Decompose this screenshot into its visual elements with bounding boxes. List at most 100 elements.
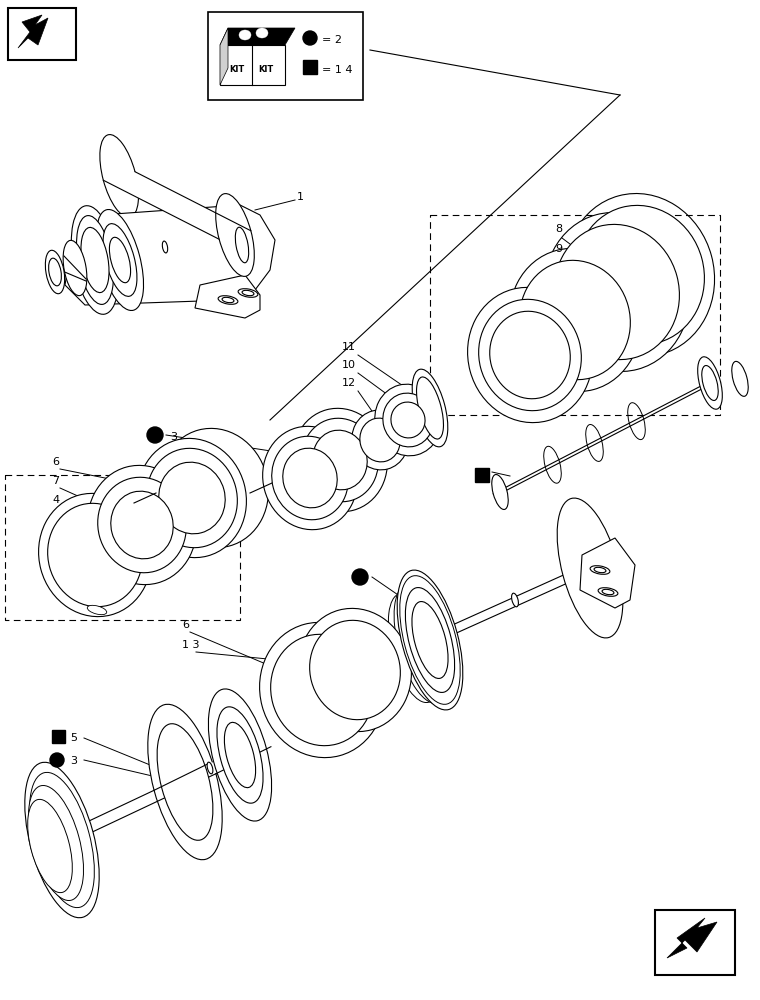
- Ellipse shape: [397, 570, 463, 710]
- Polygon shape: [220, 45, 285, 85]
- Polygon shape: [220, 28, 228, 85]
- Ellipse shape: [359, 418, 401, 462]
- Polygon shape: [31, 774, 216, 848]
- Circle shape: [147, 427, 163, 443]
- Ellipse shape: [207, 762, 213, 774]
- Polygon shape: [195, 275, 260, 318]
- Circle shape: [303, 31, 317, 45]
- Polygon shape: [667, 918, 717, 958]
- Ellipse shape: [163, 241, 168, 253]
- Polygon shape: [580, 538, 635, 608]
- Ellipse shape: [63, 240, 87, 296]
- Ellipse shape: [138, 438, 246, 558]
- Ellipse shape: [388, 593, 439, 703]
- Ellipse shape: [590, 566, 610, 574]
- Ellipse shape: [260, 622, 385, 758]
- Ellipse shape: [238, 289, 258, 297]
- Bar: [475, 468, 489, 482]
- Ellipse shape: [416, 377, 444, 439]
- Ellipse shape: [479, 299, 581, 411]
- Ellipse shape: [375, 384, 442, 456]
- Ellipse shape: [30, 772, 94, 908]
- Ellipse shape: [111, 491, 173, 559]
- Ellipse shape: [147, 704, 222, 860]
- Bar: [8, 8, 76, 60]
- Ellipse shape: [557, 498, 623, 638]
- Text: 9: 9: [555, 244, 562, 254]
- Ellipse shape: [598, 588, 618, 596]
- Ellipse shape: [602, 589, 614, 595]
- Ellipse shape: [256, 28, 268, 38]
- Polygon shape: [493, 381, 717, 494]
- Ellipse shape: [71, 206, 119, 314]
- Text: 4: 4: [52, 495, 59, 505]
- Ellipse shape: [263, 426, 357, 530]
- Ellipse shape: [732, 361, 748, 396]
- Ellipse shape: [224, 722, 255, 788]
- Ellipse shape: [511, 593, 518, 607]
- Polygon shape: [154, 747, 271, 790]
- Ellipse shape: [412, 369, 448, 447]
- Ellipse shape: [701, 366, 718, 400]
- Text: = 1 4: = 1 4: [322, 65, 353, 75]
- Text: KIT: KIT: [258, 65, 274, 74]
- Text: 5: 5: [70, 733, 77, 743]
- Ellipse shape: [216, 194, 255, 276]
- Ellipse shape: [49, 258, 62, 286]
- Ellipse shape: [520, 260, 630, 380]
- Text: 11: 11: [342, 342, 356, 352]
- Ellipse shape: [103, 224, 137, 296]
- Circle shape: [352, 569, 368, 585]
- Text: 1 3: 1 3: [182, 640, 199, 650]
- Ellipse shape: [391, 402, 425, 438]
- Ellipse shape: [352, 410, 408, 470]
- Ellipse shape: [394, 585, 450, 703]
- Ellipse shape: [575, 205, 705, 345]
- Polygon shape: [18, 15, 48, 48]
- Ellipse shape: [272, 436, 348, 520]
- Ellipse shape: [147, 448, 237, 548]
- Ellipse shape: [87, 605, 106, 615]
- Ellipse shape: [160, 428, 268, 548]
- Ellipse shape: [412, 602, 448, 678]
- Ellipse shape: [25, 762, 100, 918]
- Ellipse shape: [400, 576, 461, 704]
- Ellipse shape: [46, 250, 65, 294]
- Ellipse shape: [28, 785, 84, 901]
- Ellipse shape: [87, 465, 196, 585]
- Text: 6: 6: [182, 620, 189, 630]
- Ellipse shape: [594, 567, 606, 573]
- Ellipse shape: [218, 296, 238, 304]
- Ellipse shape: [236, 227, 249, 263]
- Ellipse shape: [489, 311, 570, 399]
- Ellipse shape: [405, 588, 454, 692]
- Text: 8: 8: [555, 224, 562, 234]
- Text: = 2: = 2: [322, 35, 342, 45]
- Ellipse shape: [98, 477, 186, 573]
- Polygon shape: [65, 205, 275, 305]
- Polygon shape: [220, 28, 295, 45]
- Circle shape: [50, 753, 64, 767]
- Ellipse shape: [492, 475, 508, 509]
- Ellipse shape: [299, 608, 411, 732]
- Bar: [655, 910, 735, 975]
- Text: 10: 10: [342, 360, 356, 370]
- Text: 7: 7: [52, 476, 59, 486]
- Text: KIT: KIT: [229, 65, 244, 74]
- Polygon shape: [403, 561, 617, 647]
- Ellipse shape: [509, 248, 641, 392]
- Ellipse shape: [217, 707, 263, 803]
- Ellipse shape: [544, 213, 689, 371]
- Bar: [52, 730, 65, 743]
- Ellipse shape: [283, 448, 337, 508]
- Ellipse shape: [698, 357, 722, 409]
- Text: 6: 6: [52, 457, 59, 467]
- Ellipse shape: [81, 227, 109, 293]
- Ellipse shape: [39, 493, 151, 617]
- Ellipse shape: [231, 217, 253, 273]
- Ellipse shape: [242, 290, 254, 296]
- Text: 5: 5: [170, 452, 177, 462]
- Ellipse shape: [302, 418, 378, 502]
- Ellipse shape: [309, 620, 401, 720]
- Bar: [208, 12, 363, 100]
